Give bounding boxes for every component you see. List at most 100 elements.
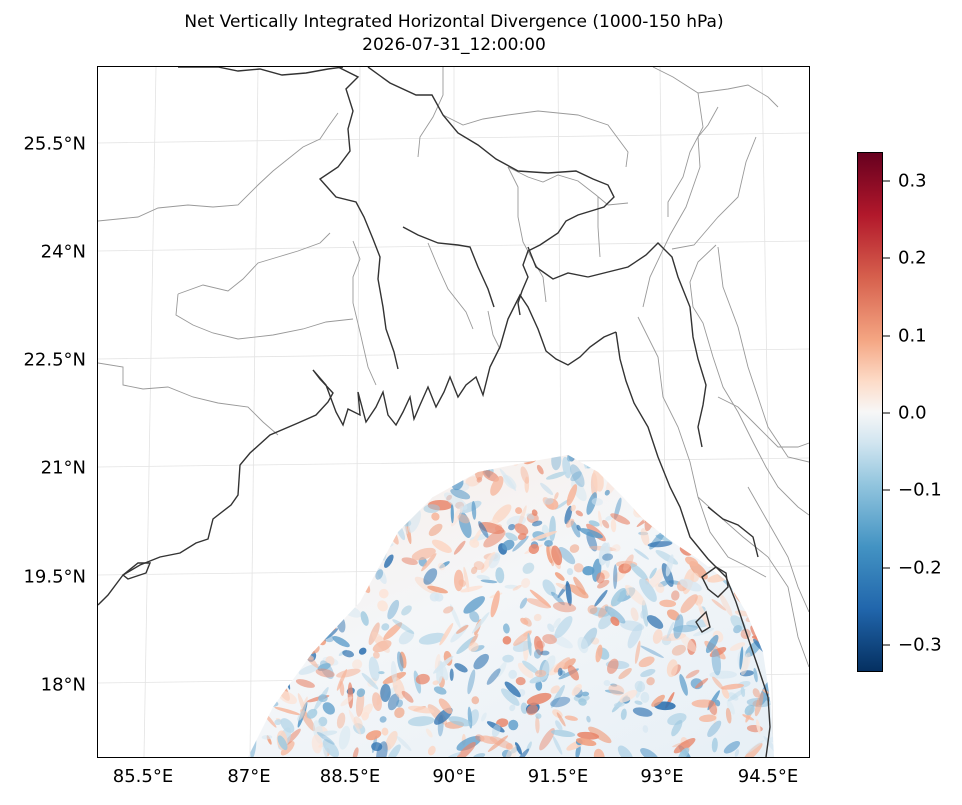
divergence-patch [640, 609, 647, 619]
divergence-patch [521, 578, 531, 588]
divergence-patch [704, 525, 715, 542]
divergence-patch [457, 514, 470, 524]
divergence-patch [582, 565, 595, 576]
divergence-patch [769, 477, 774, 485]
divergence-patch [522, 660, 540, 674]
divergence-patch [450, 505, 464, 527]
divergence-patch [552, 601, 577, 613]
divergence-patch [437, 456, 453, 467]
divergence-patch [659, 599, 677, 608]
divergence-patch [680, 594, 698, 613]
divergence-patch [372, 692, 382, 711]
divergence-patch [322, 516, 329, 522]
divergence-patch [517, 662, 534, 679]
divergence-patch [717, 509, 729, 517]
divergence-patch [515, 742, 522, 755]
divergence-patch [753, 585, 762, 610]
divergence-patch [744, 704, 755, 716]
lon-label-87e: 87°E [227, 766, 271, 787]
divergence-patch [473, 561, 485, 571]
divergence-patch [729, 642, 746, 651]
divergence-patch [613, 702, 625, 708]
divergence-patch [264, 559, 274, 572]
divergence-patch [394, 707, 405, 719]
divergence-patch [661, 455, 672, 462]
divergence-patch [342, 650, 354, 658]
divergence-patch [387, 744, 401, 757]
divergence-patch [521, 455, 528, 461]
divergence-patch [310, 480, 330, 489]
divergence-patch [415, 455, 422, 461]
divergence-patch [373, 517, 387, 532]
divergence-patch [379, 472, 389, 487]
divergence-patch [400, 455, 416, 460]
lon-label-90e: 90°E [432, 766, 476, 787]
divergence-patch [602, 553, 614, 561]
divergence-patch [357, 573, 371, 594]
divergence-patch [533, 649, 542, 659]
divergence-patch [272, 648, 282, 666]
divergence-patch [487, 735, 509, 752]
divergence-patch [267, 624, 285, 636]
divergence-patch [281, 638, 294, 649]
divergence-patch [278, 548, 295, 560]
divergence-patch [299, 696, 308, 721]
divergence-patch [386, 495, 413, 503]
divergence-patch [321, 599, 330, 608]
divergence-patch [707, 720, 722, 737]
divergence-patch [333, 455, 344, 469]
divergence-patch [300, 709, 316, 732]
divergence-patch [334, 578, 357, 592]
divergence-patch [731, 560, 739, 589]
divergence-patch [694, 528, 706, 542]
divergence-patch [465, 476, 480, 487]
divergence-patch [315, 668, 335, 678]
divergence-patch [280, 741, 295, 756]
divergence-patch [551, 729, 576, 737]
divergence-patch [526, 598, 552, 609]
divergence-patch [622, 455, 631, 478]
divergence-patch [431, 539, 452, 553]
divergence-patch [588, 726, 612, 744]
divergence-patch [299, 486, 309, 499]
divergence-patch [336, 669, 348, 691]
divergence-patch [332, 584, 341, 590]
divergence-patch [520, 702, 528, 714]
divergence-patch [428, 523, 443, 537]
divergence-patch [248, 523, 254, 541]
divergence-patch [366, 513, 374, 537]
divergence-patch [363, 545, 371, 553]
lon-label-94-5e: 94.5°E [737, 766, 799, 787]
divergence-patch [754, 692, 764, 717]
divergence-patch [762, 492, 774, 497]
divergence-patch [718, 455, 724, 459]
divergence-patch [398, 629, 415, 645]
divergence-patch [284, 670, 291, 690]
divergence-patch [613, 564, 618, 590]
divergence-patch [654, 472, 664, 497]
divergence-patch [384, 554, 394, 568]
divergence-patch [343, 544, 353, 564]
divergence-patch [237, 730, 249, 742]
divergence-patch [511, 455, 519, 457]
divergence-patch [570, 520, 581, 538]
divergence-patch [390, 660, 397, 683]
divergence-patch [577, 637, 589, 654]
divergence-patch [439, 623, 454, 646]
divergence-patch [327, 531, 341, 538]
divergence-patch [570, 504, 576, 512]
divergence-patch [482, 470, 500, 482]
divergence-patch [294, 535, 306, 550]
divergence-patch [752, 688, 760, 698]
divergence-patch [710, 484, 727, 504]
divergence-field [230, 455, 774, 757]
divergence-patch [297, 710, 306, 721]
divergence-patch [279, 481, 301, 494]
divergence-patch [565, 518, 575, 528]
divergence-patch [586, 715, 591, 723]
divergence-patch [471, 501, 477, 520]
divergence-patch [230, 625, 247, 641]
divergence-patch [429, 455, 443, 462]
divergence-patch [397, 467, 411, 475]
divergence-patch [354, 463, 367, 485]
